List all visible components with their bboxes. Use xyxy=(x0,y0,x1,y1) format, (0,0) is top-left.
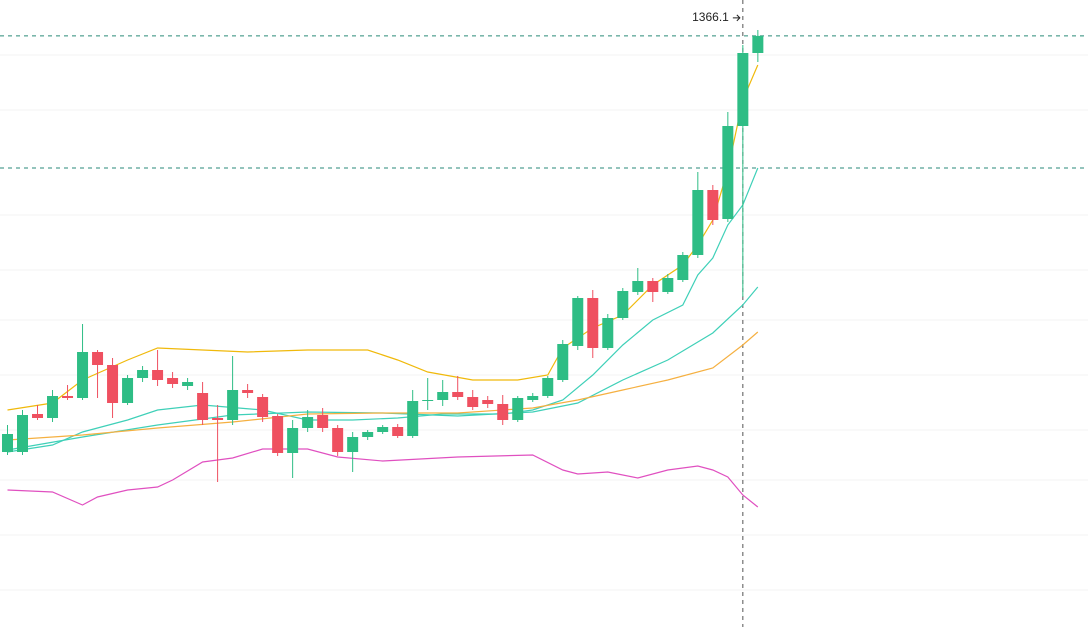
candle-body xyxy=(467,397,479,407)
candle-body xyxy=(317,415,329,428)
candle-body xyxy=(347,437,359,452)
indicator-line xyxy=(7,331,759,441)
candle-body xyxy=(497,404,509,420)
candle-body xyxy=(197,393,209,420)
candle-body xyxy=(527,396,539,400)
candle-body xyxy=(602,318,614,348)
candle-body xyxy=(287,428,299,453)
candle-body xyxy=(302,417,314,428)
candle-body xyxy=(482,400,494,404)
grid xyxy=(0,54,1088,591)
candle-body xyxy=(167,378,179,384)
candle-body xyxy=(722,126,734,219)
candle-body xyxy=(257,397,269,417)
candle-body xyxy=(452,392,464,397)
candle-body xyxy=(692,190,704,255)
candle-body xyxy=(122,378,134,403)
candle-body xyxy=(557,344,569,380)
candle-body xyxy=(572,298,584,346)
candle-body xyxy=(407,401,419,436)
candle-body xyxy=(227,390,239,420)
candle-body xyxy=(587,298,599,348)
indicator-line xyxy=(7,286,759,451)
candle-body xyxy=(392,427,404,436)
candle-body xyxy=(272,416,284,453)
candle-body xyxy=(137,370,149,378)
candle-body xyxy=(647,281,659,292)
indicator-line xyxy=(7,448,759,508)
candle-body xyxy=(512,398,524,420)
candle-body xyxy=(377,427,389,432)
candle-body xyxy=(242,390,254,393)
candle-body xyxy=(707,190,719,220)
candle-body xyxy=(62,396,74,398)
candle-body xyxy=(92,352,104,365)
candle-body xyxy=(662,278,674,292)
candle-body xyxy=(182,382,194,386)
candle-body xyxy=(632,281,644,292)
candle-body xyxy=(617,291,629,318)
last-price-label: 1366.1 xyxy=(692,10,729,24)
indicator-line xyxy=(7,64,759,411)
candle-body xyxy=(107,365,119,403)
candle-body xyxy=(542,378,554,396)
candle-body xyxy=(212,418,224,420)
candle-body xyxy=(17,415,29,452)
candle-body xyxy=(737,53,749,126)
arrow-icon xyxy=(732,14,741,22)
candle-body xyxy=(752,35,764,53)
candle-body xyxy=(437,392,449,400)
candle-body xyxy=(32,414,44,418)
candle-body xyxy=(677,255,689,280)
candle-body xyxy=(422,400,434,401)
candle-body xyxy=(362,432,374,437)
indicator-line xyxy=(7,167,759,453)
candle-body xyxy=(152,370,164,380)
candle-body xyxy=(2,434,14,452)
candle-body xyxy=(77,352,89,398)
candle-body xyxy=(332,428,344,452)
candle-body xyxy=(47,396,59,418)
